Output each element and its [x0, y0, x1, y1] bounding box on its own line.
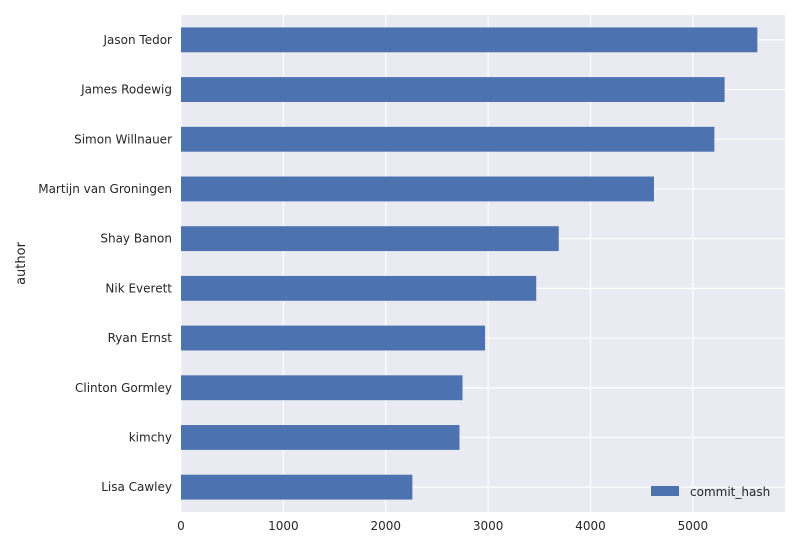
bar [181, 27, 758, 53]
y-tick-label: Martijn van Groningen [38, 182, 172, 196]
y-tick-label: kimchy [129, 430, 172, 444]
x-tick-label: 3000 [473, 519, 504, 533]
y-tick-label: Simon Willnauer [74, 132, 172, 146]
y-tick-label: James Rodewig [80, 83, 172, 97]
bar [181, 275, 537, 301]
bar [181, 226, 559, 252]
y-tick-label: Jason Tedor [103, 33, 173, 47]
y-tick-label: Nik Everett [105, 281, 172, 295]
bar [181, 77, 725, 102]
x-tick-label: 5000 [678, 519, 709, 533]
legend-swatch [651, 486, 679, 496]
legend: commit_hash [651, 485, 770, 499]
y-tick-label: Lisa Cawley [101, 480, 172, 494]
x-tick-label: 1000 [268, 519, 299, 533]
legend-label: commit_hash [690, 485, 770, 499]
y-tick-label: Shay Banon [100, 232, 172, 246]
y-tick-label: Ryan Ernst [108, 331, 173, 345]
x-tick-label: 2000 [370, 519, 401, 533]
bar [181, 325, 486, 351]
bars [181, 27, 758, 500]
x-tick-label: 0 [177, 519, 185, 533]
y-axis-title: author [14, 241, 29, 284]
y-tick-labels: Jason Tedor James Rodewig Simon Willnauer M… [38, 33, 172, 494]
bar [181, 425, 460, 450]
bar [181, 176, 654, 202]
x-tick-labels: 0 1000 2000 3000 4000 5000 [177, 519, 708, 533]
bar [181, 474, 413, 500]
bar [181, 126, 715, 152]
x-tick-label: 4000 [575, 519, 606, 533]
y-tick-label: Clinton Gormley [75, 381, 172, 395]
bar [181, 375, 463, 401]
